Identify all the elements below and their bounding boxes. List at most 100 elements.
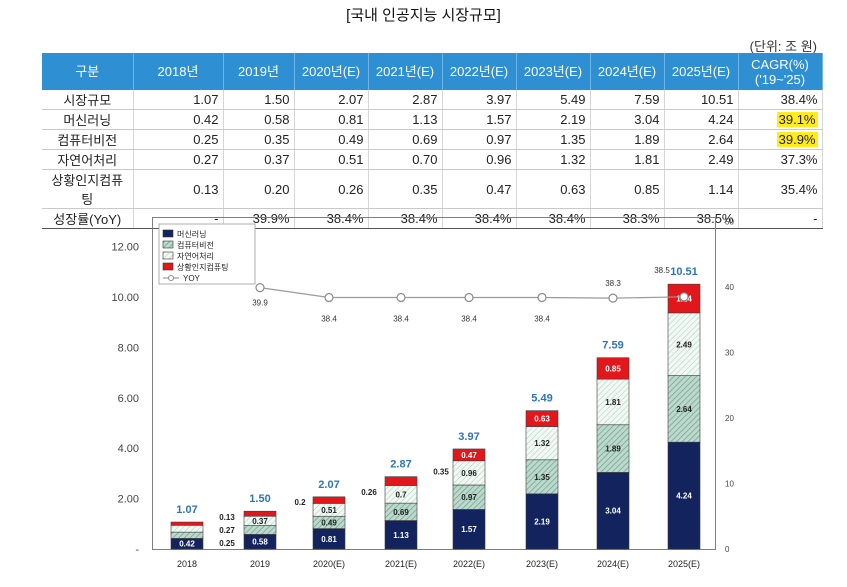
legend-label: 자연어처리 xyxy=(177,251,214,261)
table-row: 상황인지컴퓨팅 0.13 0.20 0.26 0.35 0.47 0.63 0.85 1.14 3… xyxy=(42,169,823,209)
bar-segment xyxy=(667,312,701,376)
bar-total-label: 1.07 xyxy=(176,504,197,516)
y2-tick-label: 0 xyxy=(725,545,730,554)
table-cell: 0.27 xyxy=(133,149,224,170)
table-cell: 0.37 xyxy=(223,149,295,170)
x-tick-label: 2020(E) xyxy=(313,559,345,569)
x-tick-label: 2025(E) xyxy=(668,559,700,569)
table-row: 컴퓨터비전 0.25 0.35 0.49 0.69 0.97 1.35 1.89 2.64 39.… xyxy=(42,129,823,150)
bar-segment xyxy=(384,520,418,550)
yoy-label: 38.4 xyxy=(321,314,337,323)
legend-swatch xyxy=(162,229,174,238)
bar-side-label: 0.13 xyxy=(219,513,235,522)
stacked-bar-chart: - 2.00 4.00 6.00 8.00 10.00 12.00 0 10 20 30 40 50 0.… xyxy=(111,218,734,570)
yoy-marker xyxy=(537,292,547,303)
table-cell: 1.07 xyxy=(133,90,224,110)
table-cell: 1.50 xyxy=(223,90,295,110)
table-cell: 2.49 xyxy=(664,149,739,170)
table-cell: 0.85 xyxy=(590,169,665,209)
bar-segment xyxy=(243,525,277,535)
y-tick-label: 6.00 xyxy=(118,393,139,405)
cagr-value: 35.4% xyxy=(780,181,818,197)
cagr-cell: 39.1% xyxy=(738,109,823,130)
table-body: 시장규모 1.07 1.50 2.07 2.87 3.97 5.49 7.59 10.51 38.… xyxy=(42,90,823,229)
row-label: 시장규모 xyxy=(42,90,134,110)
bar-value-label: 1.89 xyxy=(605,445,621,454)
row-label: 컴퓨터비전 xyxy=(42,129,134,150)
bar-segment xyxy=(525,410,559,427)
bar-value-label: 1.57 xyxy=(461,525,477,534)
table-cell: 0.63 xyxy=(516,169,591,209)
x-tick-label: 2021(E) xyxy=(385,559,417,569)
table-cell: 0.20 xyxy=(223,169,295,209)
legend-line-marker xyxy=(168,275,174,281)
table-cell: 0.69 xyxy=(368,129,443,150)
bar-side-label: 0.25 xyxy=(219,539,235,548)
bar-value-label: 0.51 xyxy=(321,506,337,515)
bar-value-label: 1.13 xyxy=(393,531,409,540)
row-label: 자연어처리 xyxy=(42,149,134,170)
y-tick-label: - xyxy=(135,544,139,556)
unit-label: (단위: 조 원) xyxy=(749,39,817,54)
yoy-marker xyxy=(608,293,618,303)
bar-value-label: 0.37 xyxy=(252,517,268,526)
yoy-label: 38.4 xyxy=(534,314,550,323)
bar-segment xyxy=(384,476,418,486)
bar-value-label: 0.58 xyxy=(252,538,268,547)
bar-total-label: 10.51 xyxy=(670,266,698,278)
cagr-value: 39.1% xyxy=(776,112,818,127)
yoy-marker xyxy=(255,283,265,293)
table-cell: 2.87 xyxy=(368,90,443,110)
bar-side-label: 0.35 xyxy=(433,468,449,477)
table-cell: 0.81 xyxy=(294,109,369,130)
yoy-marker xyxy=(464,292,474,303)
yoy-marker xyxy=(396,292,406,303)
bar-segment xyxy=(596,424,630,473)
table-cell: 0.35 xyxy=(223,129,295,150)
bar-value-label: 2.64 xyxy=(676,405,692,414)
table-cell: 38.3% xyxy=(590,208,665,229)
table-cell: 2.19 xyxy=(516,109,591,130)
header-cell: 2021년(E) xyxy=(368,53,443,90)
y2-tick-label: 40 xyxy=(725,283,734,292)
legend-label: 머신러닝 xyxy=(177,229,206,239)
cagr-cell: - xyxy=(738,208,823,229)
header-cell: 구분 xyxy=(42,53,134,90)
legend-label: 컴퓨터비전 xyxy=(177,240,214,250)
yoy-marker xyxy=(679,292,689,302)
table-cell: 0.26 xyxy=(294,169,369,209)
bar-value-label: 2.49 xyxy=(676,340,692,349)
bar-segment xyxy=(667,441,701,550)
bar-side-label: 0.27 xyxy=(219,526,235,535)
table-cell: 38.4% xyxy=(442,208,517,229)
bar-value-label: 1.35 xyxy=(534,473,550,482)
table-cell: 1.89 xyxy=(590,129,665,150)
bar-segment xyxy=(170,525,204,533)
market-size-table: 구분 2018년 2019년 2020년(E) 2021년(E) 2022년(E… xyxy=(42,53,823,229)
cagr-value: 38.4% xyxy=(780,92,818,107)
header-cagr-cell: CAGR(%) ('19~'25) xyxy=(738,53,823,90)
table-cell: 0.49 xyxy=(294,129,369,150)
table-cell: 1.32 xyxy=(516,149,591,170)
bar-total-label: 2.87 xyxy=(390,459,411,471)
yoy-label: 38.4 xyxy=(461,314,477,323)
header-cell: 2022년(E) xyxy=(442,53,517,90)
x-tick-label: 2019 xyxy=(250,559,270,569)
table-cell: 1.35 xyxy=(516,129,591,150)
cagr-cell: 39.9% xyxy=(738,129,823,150)
table-header-row: 구분 2018년 2019년 2020년(E) 2021년(E) 2022년(E… xyxy=(42,53,823,90)
table-cell: 0.42 xyxy=(133,109,224,130)
table-cell: 1.14 xyxy=(664,169,739,209)
bar-segment xyxy=(312,496,346,504)
bar-value-label: 1.32 xyxy=(534,439,550,448)
bar-value-label: 0.47 xyxy=(461,451,477,460)
table-cell: 4.24 xyxy=(664,109,739,130)
table-cell: 0.70 xyxy=(368,149,443,170)
table-cell: 0.13 xyxy=(133,169,224,209)
header-cell: 2025년(E) xyxy=(664,53,739,90)
yoy-label: 38.3 xyxy=(605,279,621,288)
bar-total-label: 5.49 xyxy=(531,393,552,405)
table-cell: 10.51 xyxy=(664,90,739,110)
chart-frame: - 2.00 4.00 6.00 8.00 10.00 12.00 0 10 20 30 40 50 0.… xyxy=(111,217,734,570)
row-label: 성장률(YoY) xyxy=(42,208,134,229)
